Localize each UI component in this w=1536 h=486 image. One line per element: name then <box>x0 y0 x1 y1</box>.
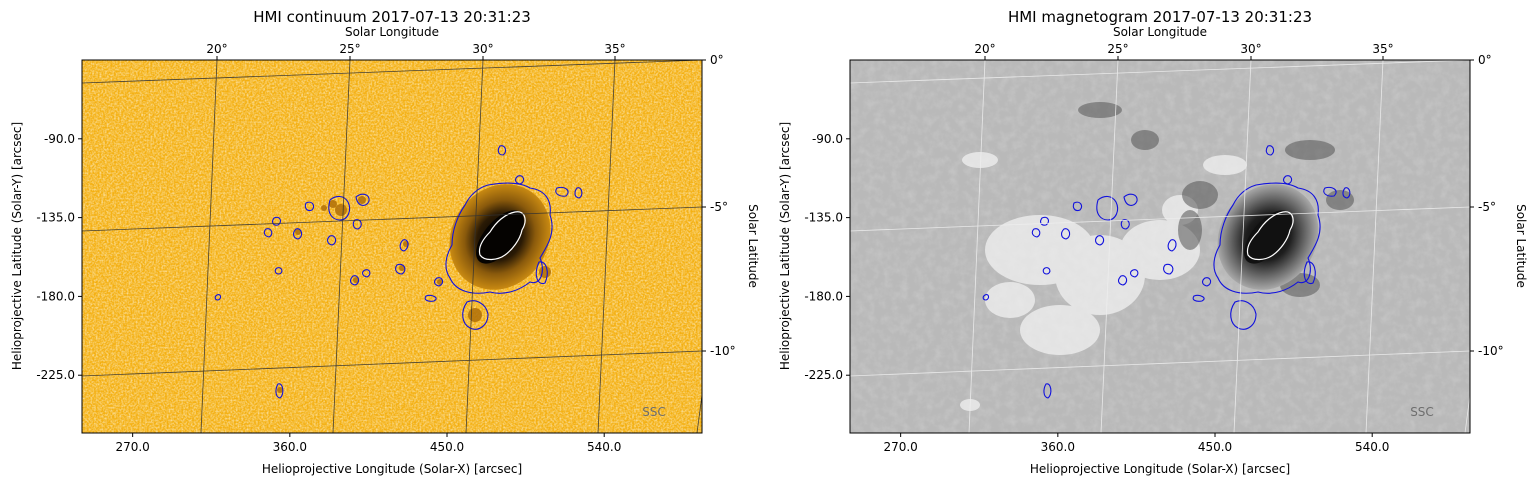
watermark: SSC <box>642 405 666 419</box>
y-tick-label: -135.0 <box>804 211 843 225</box>
x-tick-label: 450.0 <box>1198 440 1232 454</box>
y-tick-label: -225.0 <box>804 368 843 382</box>
lat-tick-label: -10° <box>710 344 736 358</box>
x-tick-label: 360.0 <box>1041 440 1075 454</box>
lon-tick-label: 25° <box>1107 42 1128 56</box>
watermark: SSC <box>1410 405 1434 419</box>
y-axis-label: Helioprojective Latitude (Solar-Y) [arcs… <box>778 122 792 370</box>
lon-tick-label: 20° <box>206 42 227 56</box>
umbra-contour <box>478 211 526 261</box>
right-axis-label: Solar Latitude <box>1514 204 1528 288</box>
y-tick-label: -180.0 <box>804 289 843 303</box>
heliographic-grid <box>82 60 702 433</box>
continuum-panel: HMI continuum 2017-07-13 20:31:23 Solar … <box>10 8 760 476</box>
lon-tick-label: 30° <box>472 42 493 56</box>
lon-tick-label: 35° <box>604 42 625 56</box>
x-axis-label: Helioprojective Longitude (Solar-X) [arc… <box>262 462 522 476</box>
chart-title: HMI magnetogram 2017-07-13 20:31:23 <box>1008 8 1312 26</box>
x-tick-label: 540.0 <box>587 440 621 454</box>
lat-tick-label: -10° <box>1478 344 1504 358</box>
penumbra-contours <box>214 145 583 399</box>
magnetogram-panel: HMI magnetogram 2017-07-13 20:31:23 Sola… <box>778 8 1528 476</box>
x-tick-label: 450.0 <box>430 440 464 454</box>
sunspot-umbra <box>476 210 524 264</box>
lat-tick-label: 0° <box>1478 53 1492 67</box>
penumbra-contours <box>982 145 1351 399</box>
chart-title: HMI continuum 2017-07-13 20:31:23 <box>253 8 531 26</box>
umbra-contour <box>1246 211 1294 261</box>
plot-area: SSC <box>850 60 1470 433</box>
lon-tick-label: 25° <box>339 42 360 56</box>
y-tick-label: -90.0 <box>812 132 843 146</box>
plot-frame <box>81 59 703 434</box>
x-tick-label: 540.0 <box>1355 440 1389 454</box>
x-tick-label: 270.0 <box>883 440 917 454</box>
lon-tick-label: 30° <box>1240 42 1261 56</box>
y-tick-label: -135.0 <box>36 211 75 225</box>
axes: 270.0 360.0 450.0 540.0 -90.0 -135.0 -180.0 -22… <box>36 42 735 454</box>
plot-area: SSC <box>82 60 702 433</box>
lon-tick-label: 20° <box>974 42 995 56</box>
x-tick-label: 270.0 <box>115 440 149 454</box>
x-axis-label: Helioprojective Longitude (Solar-X) [arc… <box>1030 462 1290 476</box>
lat-tick-label: 0° <box>710 53 724 67</box>
top-axis-label: Solar Longitude <box>345 25 439 39</box>
lat-tick-label: -5° <box>1478 200 1496 214</box>
right-axis-label: Solar Latitude <box>746 204 760 288</box>
lat-tick-label: -5° <box>710 200 728 214</box>
granulation-texture <box>82 60 702 433</box>
axes: 270.0 360.0 450.0 540.0 -90.0 -135.0 -180.0 -22… <box>804 42 1503 454</box>
x-tick-label: 360.0 <box>273 440 307 454</box>
y-tick-label: -180.0 <box>36 289 75 303</box>
lon-tick-label: 35° <box>1372 42 1393 56</box>
plot-frame <box>849 59 1471 434</box>
sunspot-umbra <box>1244 210 1292 264</box>
heliographic-grid <box>850 60 1470 433</box>
y-axis-label: Helioprojective Latitude (Solar-Y) [arcs… <box>10 122 24 370</box>
negative-polarity-field <box>1078 102 1354 297</box>
top-axis-label: Solar Longitude <box>1113 25 1207 39</box>
y-tick-label: -90.0 <box>44 132 75 146</box>
y-tick-label: -225.0 <box>36 368 75 382</box>
